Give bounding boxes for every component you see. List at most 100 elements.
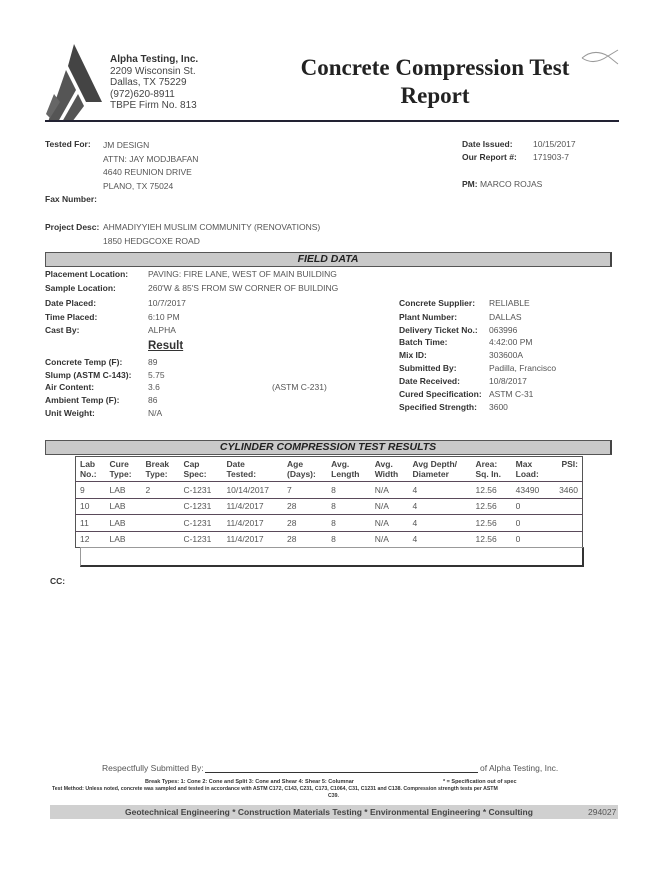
table-cell: 7 (283, 481, 328, 498)
table-cell: 12.56 (471, 514, 512, 531)
air-method: (ASTM C-231) (272, 382, 327, 392)
field-label: Plant Number: (399, 312, 458, 322)
table-cell (141, 497, 180, 515)
header-line: Date (226, 459, 245, 469)
field-value: 6:10 PM (148, 312, 180, 322)
table-cell: 0 (511, 514, 550, 531)
header-line: Break (145, 459, 170, 469)
field-label: Concrete Temp (F): (45, 357, 123, 367)
header-line: Type: (145, 469, 168, 479)
header-rule (45, 120, 619, 122)
table-cell: 10 (75, 497, 106, 515)
pm-name: MARCO ROJAS (479, 179, 543, 189)
table-cell: 3460 (549, 481, 583, 498)
field-value: 10/7/2017 (148, 298, 186, 308)
table-cell: 8 (327, 481, 371, 498)
test-method-note: Test Method: Unless noted, concrete was … (52, 786, 498, 792)
field-data-header: FIELD DATA (45, 252, 612, 267)
table-cell: N/A (370, 530, 409, 548)
header-line: (Days): (287, 469, 316, 479)
footer-code: 294027 (588, 807, 617, 817)
signature-suffix: of Alpha Testing, Inc. (480, 763, 559, 773)
header-line: PSI: (561, 459, 578, 469)
field-value: DALLAS (489, 312, 522, 322)
company-logo (46, 44, 102, 122)
header-line: Type: (109, 469, 132, 479)
client-name: JM DESIGN (103, 140, 150, 150)
table-cell: 43490 (511, 481, 550, 498)
footer-text: Geotechnical Engineering * Construction … (125, 807, 533, 817)
table-cell: 9 (75, 481, 106, 498)
field-label: Date Placed: (45, 298, 97, 308)
header-line: Width (374, 469, 399, 479)
table-cell: 11/4/2017 (222, 530, 284, 548)
header-line: Avg Depth/ (412, 459, 458, 469)
field-value: RELIABLE (489, 298, 530, 308)
table-cell: N/A (370, 514, 409, 531)
cylinder-results-table: Lab No.: Cure Type: Break Type: Cap Spec: Date Te… (75, 456, 583, 548)
table-cell: 12 (75, 530, 106, 548)
footer-bar (50, 805, 618, 819)
column-header: Break Type: (142, 457, 180, 482)
field-value: Padilla, Francisco (489, 363, 557, 373)
field-value: 86 (148, 395, 158, 405)
table-cell: C-1231 (179, 514, 223, 531)
header-line: Max (515, 459, 533, 469)
field-label: Ambient Temp (F): (45, 395, 120, 405)
header-line: Cure (109, 459, 129, 469)
table-cell: LAB (105, 530, 142, 548)
report-number-label: Our Report #: (462, 152, 517, 162)
table-cell: C-1231 (179, 497, 223, 515)
table-row: 12 LAB C-1231 11/4/2017 28 8 N/A 4 12.56 0 (75, 530, 583, 548)
header-line: Length (331, 469, 360, 479)
table-cell: 4 (408, 497, 472, 515)
header-line: Avg. (331, 459, 350, 469)
field-value: 5.75 (148, 370, 165, 380)
field-label: Specified Strength: (399, 402, 477, 412)
table-cell: LAB (105, 481, 142, 498)
cylinder-results-header: CYLINDER COMPRESSION TEST RESULTS (45, 440, 612, 455)
table-cell: C-1231 (179, 481, 223, 498)
table-cell: 2 (141, 481, 180, 498)
table-cell (549, 514, 583, 531)
table-cell: 12.56 (471, 497, 512, 515)
report-title: Concrete Compression Test (300, 55, 570, 80)
header-line: Cap (183, 459, 200, 469)
company-city: Dallas, TX 75229 (110, 77, 187, 88)
field-label: Time Placed: (45, 312, 98, 322)
date-issued: 10/15/2017 (533, 139, 576, 149)
table-cell: 4 (408, 530, 472, 548)
header-line: Spec: (183, 469, 207, 479)
field-value: PAVING: FIRE LANE, WEST OF MAIN BUILDING (148, 269, 337, 279)
fish-icon (581, 49, 619, 65)
test-method-note-cont: C39. (328, 793, 339, 799)
field-value: ASTM C-31 (489, 389, 534, 399)
cc-label: CC: (50, 576, 66, 586)
table-cell: 4 (408, 481, 472, 498)
column-header: Avg. Width (371, 457, 409, 482)
field-label: Date Received: (399, 376, 460, 386)
report-title-line2: Report (400, 83, 470, 108)
signature-line (205, 772, 478, 773)
header-line: Avg. (374, 459, 393, 469)
table-cell: 12.56 (471, 481, 512, 498)
column-header: Date Tested: (222, 457, 283, 482)
client-attn: ATTN: JAY MODJBAFAN (103, 153, 199, 164)
field-label: Submitted By: (399, 363, 457, 373)
pm-label: PM: (462, 179, 478, 189)
project-label: Project Desc: (45, 222, 100, 232)
client-city: PLANO, TX 75024 (103, 180, 174, 191)
break-types-note: Break Types: 1: Cone 2: Cone and Split 3… (145, 779, 354, 785)
table-cell (141, 530, 180, 548)
project-name: AHMADIYYIEH MUSLIM COMMUNITY (RENOVATION… (103, 222, 321, 232)
column-header: Avg Depth/Diameter (409, 457, 472, 482)
field-label: Unit Weight: (45, 408, 95, 418)
company-phone: (972)620-8911 (110, 88, 175, 100)
report-number: 171903-7 (533, 152, 569, 162)
table-row: 10 LAB C-1231 11/4/2017 28 8 N/A 4 12.56 0 (75, 497, 583, 515)
tested-for-label: Tested For: (45, 139, 91, 149)
field-value: 303600A (489, 350, 524, 360)
table-cell: 12.56 (471, 530, 512, 548)
field-label: Air Content: (45, 382, 95, 392)
column-header: Max Load: (512, 457, 550, 482)
